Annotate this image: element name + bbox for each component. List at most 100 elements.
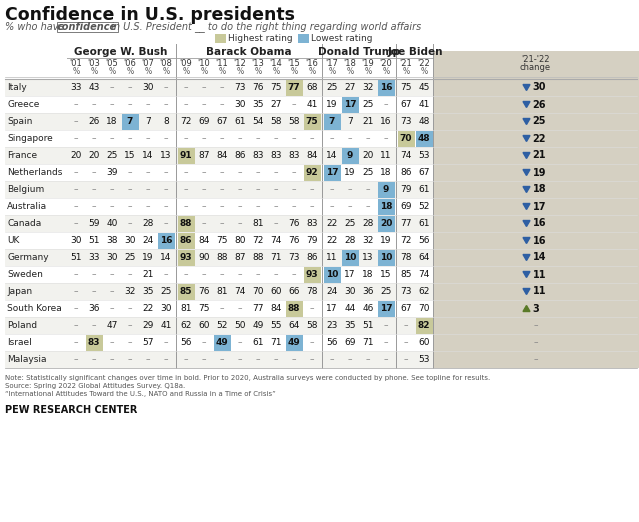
Text: 71: 71: [362, 338, 374, 347]
Text: 20: 20: [88, 151, 100, 160]
Text: 20: 20: [380, 219, 392, 228]
Bar: [378, 301, 394, 316]
Text: –: –: [220, 185, 224, 194]
Text: 36: 36: [362, 287, 374, 296]
Text: 73: 73: [400, 117, 412, 126]
Text: 73: 73: [288, 253, 300, 262]
Bar: [415, 130, 433, 147]
Text: %: %: [254, 67, 261, 77]
Text: 23: 23: [327, 321, 337, 330]
Text: 86: 86: [235, 151, 246, 160]
Text: in U.S. President __ to do the right thing regarding world affairs: in U.S. President __ to do the right thi…: [108, 21, 421, 32]
Text: –: –: [73, 168, 78, 177]
Text: 17: 17: [327, 304, 338, 313]
Text: 44: 44: [344, 304, 356, 313]
Text: Belgium: Belgium: [7, 185, 44, 194]
Text: 70: 70: [400, 134, 412, 143]
Text: –: –: [238, 168, 242, 177]
Text: 21: 21: [362, 117, 374, 126]
Text: '21-'22: '21-'22: [521, 55, 550, 65]
Text: 88: 88: [252, 253, 264, 262]
Text: 18: 18: [362, 270, 374, 279]
Text: '17: '17: [325, 58, 339, 67]
Text: –: –: [273, 219, 278, 228]
Bar: [213, 335, 231, 350]
Text: 11: 11: [532, 287, 546, 296]
Text: 14: 14: [327, 151, 337, 160]
Text: 33: 33: [70, 83, 82, 92]
Text: 19: 19: [532, 168, 546, 177]
Polygon shape: [523, 220, 530, 227]
Text: %: %: [272, 67, 280, 77]
Text: 61: 61: [235, 117, 246, 126]
Text: 62: 62: [180, 321, 192, 330]
Text: 60: 60: [419, 338, 430, 347]
Bar: [5, 249, 433, 266]
Text: 80: 80: [235, 236, 246, 245]
Text: –: –: [220, 270, 224, 279]
Text: –: –: [202, 100, 206, 109]
Text: 46: 46: [362, 304, 374, 313]
Text: –: –: [273, 168, 278, 177]
Text: –: –: [220, 83, 224, 92]
Text: 26: 26: [532, 100, 546, 110]
Text: 73: 73: [235, 83, 246, 92]
Bar: [434, 215, 639, 232]
Text: –: –: [330, 134, 334, 143]
Text: '22: '22: [418, 58, 431, 67]
Text: 25: 25: [106, 151, 118, 160]
Text: 83: 83: [270, 151, 282, 160]
Text: 78: 78: [306, 287, 318, 296]
Text: –: –: [164, 202, 168, 211]
Bar: [5, 317, 433, 334]
Text: %: %: [183, 67, 190, 77]
Text: 19: 19: [344, 168, 356, 177]
Text: '11: '11: [215, 58, 228, 67]
Text: 11: 11: [532, 269, 546, 279]
Text: 86: 86: [180, 236, 192, 245]
Text: '20: '20: [380, 58, 392, 67]
Text: –: –: [273, 355, 278, 364]
Text: 49: 49: [252, 321, 264, 330]
Text: –: –: [184, 134, 189, 143]
Text: 7: 7: [145, 117, 151, 126]
Text: 22: 22: [532, 134, 546, 144]
Text: 3: 3: [532, 303, 539, 314]
Text: –: –: [73, 202, 78, 211]
Text: 69: 69: [198, 117, 210, 126]
Text: 25: 25: [362, 168, 374, 177]
Text: 28: 28: [142, 219, 154, 228]
Bar: [157, 232, 174, 248]
Text: –: –: [146, 100, 150, 109]
Bar: [5, 283, 433, 300]
Text: 52: 52: [217, 321, 227, 330]
Text: PEW RESEARCH CENTER: PEW RESEARCH CENTER: [5, 405, 137, 415]
Bar: [323, 164, 341, 181]
Text: –: –: [404, 355, 408, 364]
Bar: [434, 232, 639, 249]
Text: –: –: [292, 202, 296, 211]
Text: 11: 11: [380, 151, 392, 160]
Text: 15: 15: [380, 270, 392, 279]
Bar: [434, 300, 639, 317]
Text: 15: 15: [124, 151, 135, 160]
Text: –: –: [128, 202, 132, 211]
Bar: [5, 96, 433, 113]
Text: 84: 84: [306, 151, 318, 160]
Text: 17: 17: [326, 168, 338, 177]
Text: –: –: [348, 185, 352, 194]
Text: 22: 22: [142, 304, 153, 313]
Text: 25: 25: [327, 83, 337, 92]
Bar: [5, 215, 433, 232]
Text: France: France: [7, 151, 37, 160]
Text: 36: 36: [88, 304, 100, 313]
Text: –: –: [238, 338, 242, 347]
Text: –: –: [384, 134, 389, 143]
Text: 16: 16: [160, 236, 173, 245]
Text: 28: 28: [344, 236, 356, 245]
Text: 88: 88: [180, 219, 192, 228]
Text: –: –: [220, 304, 224, 313]
Text: 77: 77: [400, 219, 412, 228]
Text: %: %: [144, 67, 151, 77]
Text: 67: 67: [400, 100, 412, 109]
